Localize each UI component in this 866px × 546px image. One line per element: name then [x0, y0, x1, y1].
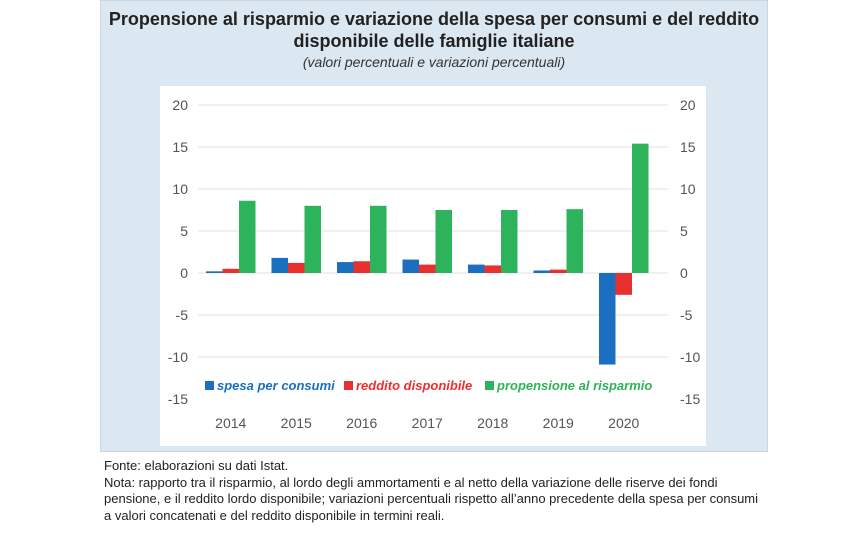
- y-tick-right: -10: [680, 349, 700, 365]
- x-tick-label: 2016: [346, 415, 377, 431]
- legend-swatch: [205, 381, 214, 390]
- legend-swatch: [485, 381, 494, 390]
- x-tick-label: 2014: [215, 415, 246, 431]
- source-note: Fonte: elaborazioni su dati Istat.: [104, 458, 289, 473]
- bar-propensione-al-risparmio-2014: [239, 200, 256, 273]
- legend-label: reddito disponibile: [356, 378, 472, 393]
- bar-spesa-per-consumi-2016: [337, 262, 354, 273]
- chart-title: Propensione al risparmio e variazione de…: [108, 9, 760, 51]
- y-tick-left: 10: [172, 181, 188, 197]
- x-tick-label: 2015: [281, 415, 312, 431]
- y-tick-right: 15: [680, 139, 696, 155]
- y-tick-right: -5: [680, 307, 693, 323]
- y-tick-left: 5: [180, 223, 188, 239]
- method-note: Nota: rapporto tra il risparmio, al lord…: [104, 474, 759, 523]
- x-tick-label: 2020: [608, 415, 639, 431]
- bar-propensione-al-risparmio-2016: [370, 205, 387, 273]
- y-tick-right: 10: [680, 181, 696, 197]
- bar-propensione-al-risparmio-2018: [501, 210, 518, 273]
- bar-reddito-disponibile-2019: [550, 269, 567, 273]
- legend-label: propensione al risparmio: [496, 378, 652, 393]
- bar-spesa-per-consumi-2015: [271, 257, 288, 273]
- bar-spesa-per-consumi-2014: [206, 271, 223, 273]
- y-tick-left: -10: [168, 349, 188, 365]
- chart-subtitle: (valori percentuali e variazioni percent…: [302, 54, 566, 70]
- y-tick-right: 20: [680, 97, 696, 113]
- y-tick-left: -15: [168, 391, 188, 407]
- bar-reddito-disponibile-2014: [222, 268, 239, 273]
- bar-propensione-al-risparmio-2015: [304, 205, 321, 273]
- legend-label: spesa per consumi: [217, 378, 335, 393]
- bar-propensione-al-risparmio-2020: [632, 143, 649, 273]
- bar-propensione-al-risparmio-2019: [566, 209, 583, 273]
- y-tick-left: 15: [172, 139, 188, 155]
- x-tick-label: 2018: [477, 415, 508, 431]
- bar-reddito-disponibile-2016: [353, 261, 370, 273]
- bar-reddito-disponibile-2017: [419, 264, 436, 273]
- bar-spesa-per-consumi-2017: [402, 259, 419, 273]
- y-tick-right: 5: [680, 223, 688, 239]
- y-tick-right: 0: [680, 265, 688, 281]
- bar-spesa-per-consumi-2018: [468, 264, 485, 273]
- bar-spesa-per-consumi-2019: [533, 270, 550, 273]
- y-tick-left: 20: [172, 97, 188, 113]
- bar-spesa-per-consumi-2020: [599, 273, 616, 365]
- x-tick-label: 2017: [412, 415, 443, 431]
- legend-swatch: [344, 381, 353, 390]
- y-tick-left: 0: [180, 265, 188, 281]
- bar-reddito-disponibile-2018: [484, 265, 501, 273]
- bar-reddito-disponibile-2015: [288, 262, 305, 273]
- x-tick-label: 2019: [543, 415, 574, 431]
- bar-reddito-disponibile-2020: [615, 273, 632, 295]
- footnotes: Fonte: elaborazioni su dati Istat. Nota:…: [104, 458, 764, 524]
- y-tick-left: -5: [176, 307, 189, 323]
- bar-propensione-al-risparmio-2017: [435, 210, 452, 273]
- y-tick-right: -15: [680, 391, 700, 407]
